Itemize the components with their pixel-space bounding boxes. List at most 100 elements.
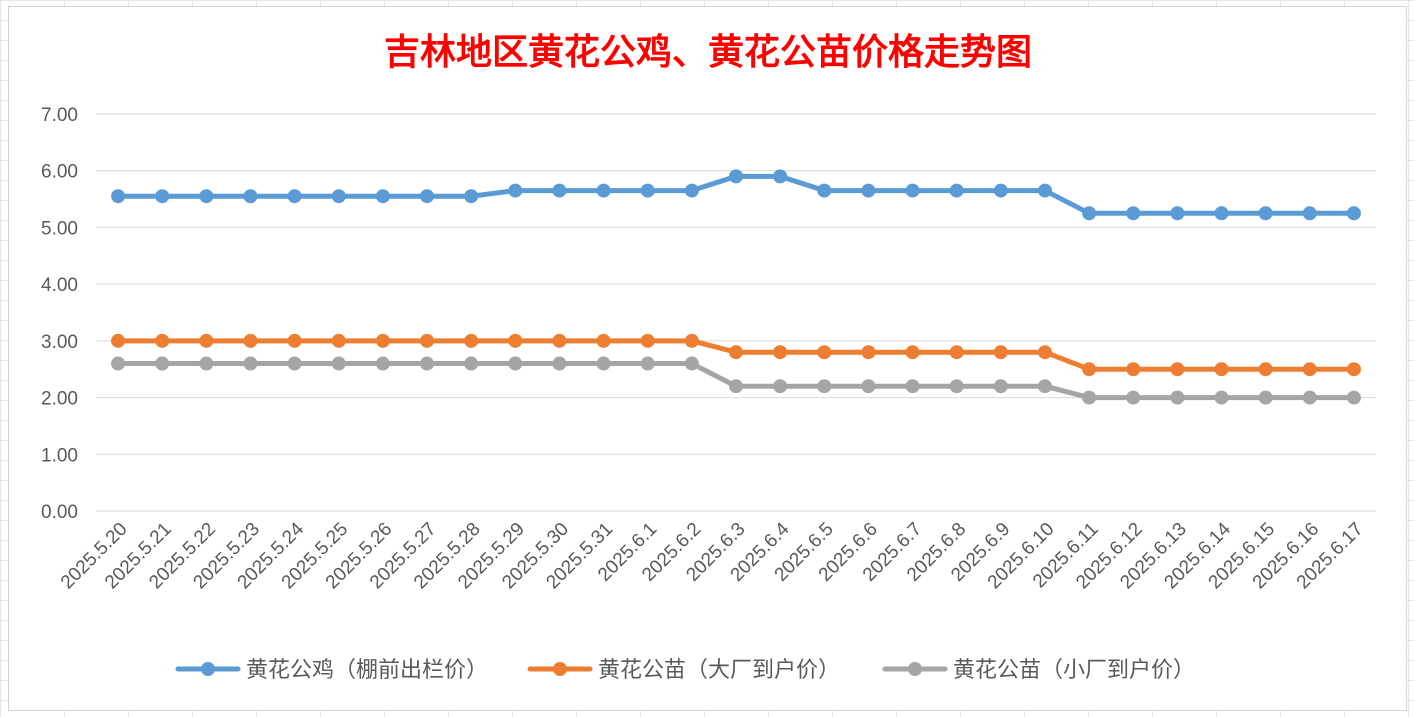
data-point (1082, 206, 1097, 221)
data-point (552, 356, 567, 371)
data-point (905, 379, 920, 394)
data-point (420, 356, 435, 371)
legend-swatch-marker (908, 662, 922, 676)
data-point (420, 189, 435, 204)
data-point (199, 189, 214, 204)
data-point (1258, 206, 1273, 221)
data-point (817, 379, 832, 394)
data-point (331, 189, 346, 204)
data-point (905, 345, 920, 360)
data-point (1037, 183, 1052, 198)
legend-item-1[interactable]: 黄花公鸡（棚前出栏价） (175, 658, 488, 683)
data-point (243, 356, 258, 371)
legend-swatch-marker (201, 662, 215, 676)
legend[interactable]: 黄花公鸡（棚前出栏价） 黄花公苗（大厂到户价） 黄花公苗（小厂到户价） (175, 658, 1195, 683)
data-point (199, 333, 214, 348)
series-3 (111, 356, 1361, 405)
data-point (773, 379, 788, 394)
data-point (817, 345, 832, 360)
data-point (993, 345, 1008, 360)
data-point (155, 333, 170, 348)
data-point (375, 333, 390, 348)
data-point (640, 356, 655, 371)
chart-title: 吉林地区黄花公鸡、黄花公苗价格走势图 (384, 31, 1032, 73)
data-point (861, 183, 876, 198)
data-point (729, 169, 743, 184)
data-point (817, 183, 832, 198)
data-point (949, 183, 964, 198)
data-point (375, 356, 390, 371)
y-tick-label: 7.00 (41, 105, 78, 126)
data-point (552, 333, 567, 348)
data-point (1258, 390, 1273, 405)
data-point (464, 356, 479, 371)
data-point (1126, 206, 1141, 221)
data-point (993, 379, 1008, 394)
data-point (684, 356, 699, 371)
y-tick-label: 6.00 (41, 162, 78, 183)
y-axis-tick-labels: 0.00 1.00 2.00 3.00 4.00 5.00 6.00 7.00 (41, 105, 78, 523)
data-point (1037, 345, 1052, 360)
data-point (949, 379, 964, 394)
y-tick-label: 5.00 (41, 218, 78, 239)
data-point (199, 356, 214, 371)
y-tick-label: 3.00 (41, 332, 78, 353)
y-tick-label: 2.00 (41, 389, 78, 410)
data-point (1082, 390, 1097, 405)
series-1 (111, 169, 1361, 221)
data-point (861, 379, 876, 394)
y-tick-label: 0.00 (41, 502, 78, 523)
legend-label: 黄花公鸡（棚前出栏价） (246, 658, 488, 683)
data-point (1346, 206, 1361, 221)
data-point (552, 183, 567, 198)
data-point (993, 183, 1008, 198)
data-point (596, 183, 611, 198)
data-point (1214, 390, 1229, 405)
data-point (375, 189, 390, 204)
data-point (684, 333, 699, 348)
data-point (1258, 362, 1273, 377)
data-point (155, 356, 170, 371)
data-point (464, 333, 479, 348)
data-point (949, 345, 964, 360)
data-point (508, 183, 523, 198)
data-point (773, 345, 788, 360)
data-point (729, 379, 743, 394)
data-point (1170, 362, 1185, 377)
legend-label: 黄花公苗（小厂到户价） (953, 658, 1195, 683)
y-tick-label: 4.00 (41, 275, 78, 296)
data-point (640, 333, 655, 348)
data-point (287, 189, 302, 204)
data-point (773, 169, 788, 184)
data-point (1302, 206, 1317, 221)
data-point (243, 189, 258, 204)
data-point (596, 356, 611, 371)
data-point (905, 183, 920, 198)
data-point (684, 183, 699, 198)
data-point (1170, 390, 1185, 405)
data-point (331, 333, 346, 348)
data-point (287, 333, 302, 348)
data-point (111, 333, 126, 348)
data-point (1214, 362, 1229, 377)
data-point (1082, 362, 1097, 377)
data-point (155, 189, 170, 204)
chart-frame[interactable] (8, 6, 1407, 711)
series-2 (111, 333, 1361, 377)
legend-swatch-marker (553, 662, 567, 676)
data-point (111, 356, 126, 371)
data-point (1037, 379, 1052, 394)
data-point (861, 345, 876, 360)
data-point (596, 333, 611, 348)
data-point (508, 333, 523, 348)
legend-item-3[interactable]: 黄花公苗（小厂到户价） (882, 658, 1195, 683)
legend-item-2[interactable]: 黄花公苗（大厂到户价） (527, 658, 840, 683)
data-point (111, 189, 126, 204)
data-point (640, 183, 655, 198)
data-point (1126, 390, 1141, 405)
data-point (1170, 206, 1185, 221)
y-tick-label: 1.00 (41, 445, 78, 466)
data-point (1126, 362, 1141, 377)
data-point (287, 356, 302, 371)
